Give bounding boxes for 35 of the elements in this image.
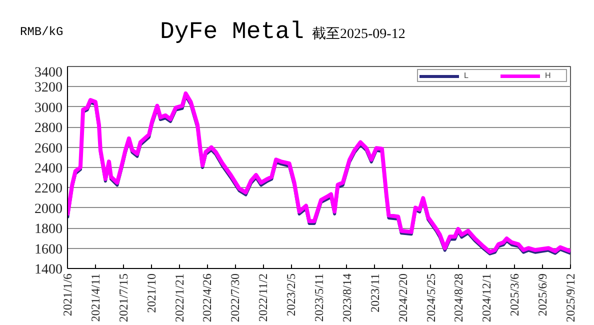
x-tick-label: 2022/11/2 bbox=[256, 273, 270, 322]
x-tick-label: 2023/8/14 bbox=[340, 273, 354, 322]
x-tick-label: 2025/9/12 bbox=[564, 273, 578, 322]
x-tick-label: 2025/6/9 bbox=[536, 273, 550, 316]
x-tick-label: 2024/2/20 bbox=[396, 273, 410, 322]
x-tick-label: 2024/5/25 bbox=[424, 273, 438, 322]
x-tick-label: 2025/3/6 bbox=[508, 273, 522, 316]
x-tick-label: 2024/12/1 bbox=[480, 273, 494, 322]
legend-label: L bbox=[464, 71, 470, 80]
y-tick-label: 2000 bbox=[34, 202, 62, 217]
y-tick-label: 1800 bbox=[34, 222, 62, 238]
y-tick-label: 3000 bbox=[34, 100, 62, 116]
x-tick-label: 2022/7/30 bbox=[228, 273, 242, 322]
y-tick-label: 2200 bbox=[34, 182, 62, 197]
x-tick-label: 2023/5/11 bbox=[312, 273, 326, 322]
x-tick-label: 2021/7/15 bbox=[116, 273, 130, 322]
y-tick-label: 2800 bbox=[34, 121, 62, 136]
x-tick-label: 2021/10 bbox=[144, 273, 158, 313]
x-tick-label: 2023/11 bbox=[368, 274, 382, 312]
y-tick-label: 2400 bbox=[34, 162, 62, 176]
y-tick-label: 3400 bbox=[34, 66, 62, 80]
y-tick-label: 1600 bbox=[34, 242, 62, 258]
x-tick-label: 2024/8/28 bbox=[452, 273, 466, 322]
x-tick-label: 2023/2/5 bbox=[284, 273, 298, 316]
y-tick-label: 3200 bbox=[34, 80, 62, 96]
x-tick-label: 2021/4/11 bbox=[88, 273, 102, 322]
y-tick-label: 1400 bbox=[34, 262, 62, 278]
chart-subtitle: 截至2025-09-12 bbox=[312, 26, 406, 44]
chart-title: DyFe Metal bbox=[160, 18, 304, 48]
x-tick-label: 2022/4/26 bbox=[200, 273, 214, 322]
legend-label: H bbox=[545, 71, 552, 80]
y-tick-label: 2600 bbox=[34, 141, 62, 156]
x-tick-label: 2021/1/6 bbox=[60, 273, 74, 316]
x-tick-label: 2022/1/21 bbox=[172, 273, 186, 322]
y-axis-title: RMB/kG bbox=[20, 24, 64, 41]
